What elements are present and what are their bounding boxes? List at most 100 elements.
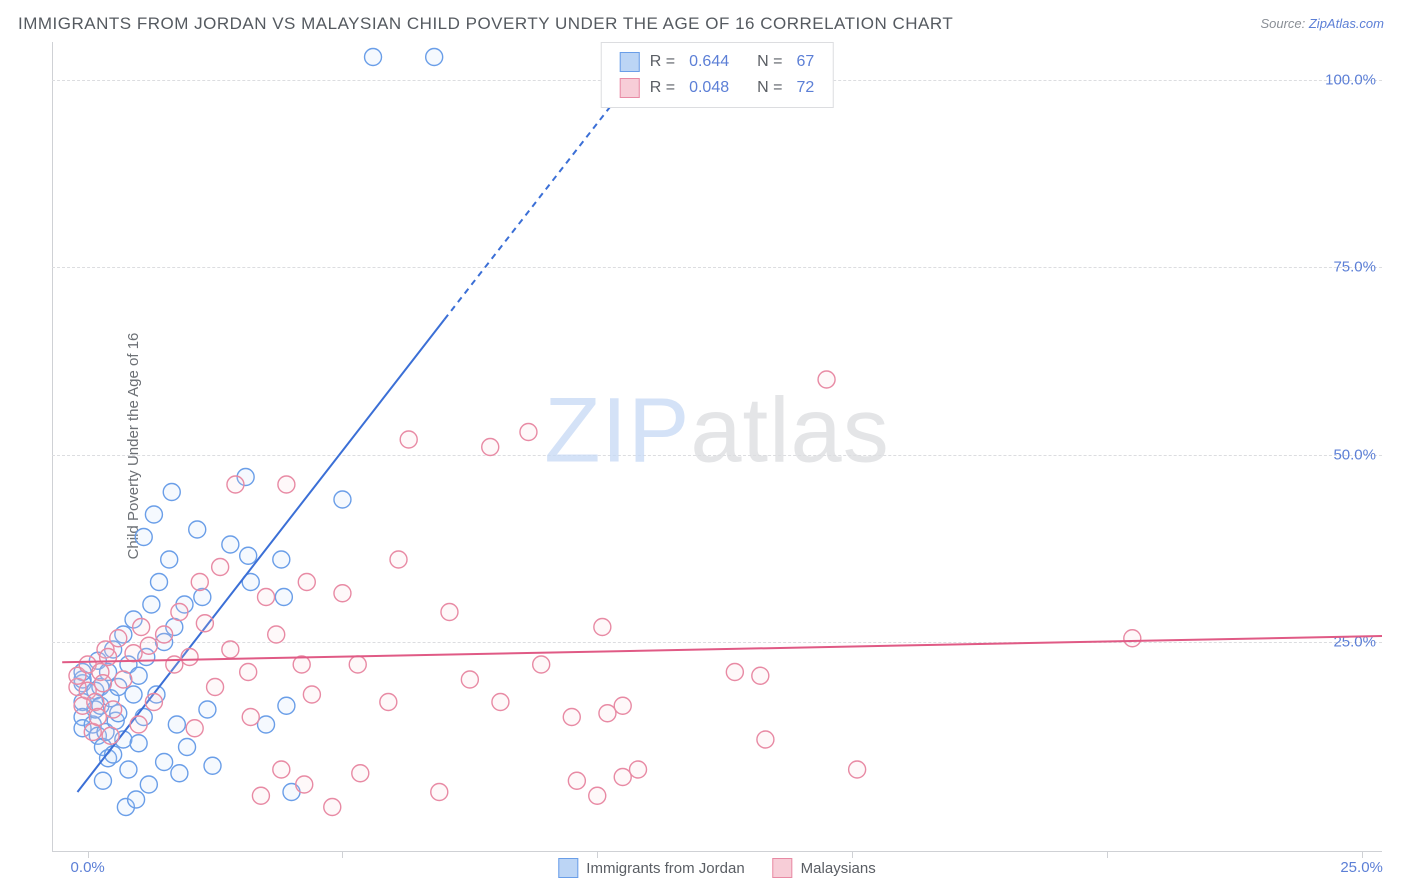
legend-n-value: 67 [796,53,814,71]
data-point-malaysians [258,589,275,606]
x-tick-label: 0.0% [71,859,105,876]
data-point-malaysians [349,656,366,673]
source-attribution: Source: ZipAtlas.com [1260,16,1384,31]
data-point-malaysians [757,731,774,748]
data-point-malaysians [105,701,122,718]
x-tick-mark [88,852,89,858]
data-point-malaysians [614,697,631,714]
legend-row: R = 0.048 N = 72 [620,75,815,101]
legend-n-label: N = [757,79,782,97]
legend-item: Immigrants from Jordan [558,858,744,878]
x-tick-mark [1362,852,1363,858]
data-point-jordan [240,547,257,564]
data-point-malaysians [207,679,224,696]
data-point-jordan [179,739,196,756]
data-point-jordan [258,716,275,733]
data-point-malaysians [115,671,132,688]
data-point-jordan [135,529,152,546]
data-point-jordan [199,701,216,718]
correlation-legend: R = 0.644 N = 67 R = 0.048 N = 72 [601,42,834,108]
data-point-malaysians [156,626,173,643]
data-point-jordan [94,772,111,789]
legend-r-label: R = [650,79,675,97]
data-point-malaysians [594,619,611,636]
data-point-malaysians [242,709,259,726]
data-point-malaysians [533,656,550,673]
chart-plot-area: 25.0%50.0%75.0%100.0% 0.0%25.0% ZIPatlas… [52,42,1382,852]
data-point-jordan [168,716,185,733]
data-point-malaysians [181,649,198,666]
data-point-malaysians [296,776,313,793]
data-point-malaysians [482,439,499,456]
data-point-jordan [125,686,142,703]
data-point-jordan [140,776,157,793]
data-point-malaysians [431,784,448,801]
legend-label: Immigrants from Jordan [586,860,744,877]
data-point-malaysians [102,727,119,744]
data-point-malaysians [461,671,478,688]
legend-swatch [620,52,640,72]
data-point-jordan [163,484,180,501]
data-point-malaysians [110,630,127,647]
x-tick-label: 25.0% [1340,859,1383,876]
source-label: Source: [1260,16,1308,31]
data-point-jordan [151,574,168,591]
data-point-malaysians [298,574,315,591]
data-point-malaysians [520,424,537,441]
data-point-malaysians [849,761,866,778]
x-tick-mark [1107,852,1108,858]
data-point-malaysians [196,615,213,632]
data-point-jordan [334,491,351,508]
data-point-malaysians [400,431,417,448]
series-legend: Immigrants from Jordan Malaysians [558,858,875,878]
data-point-malaysians [599,705,616,722]
data-point-malaysians [726,664,743,681]
data-point-malaysians [186,720,203,737]
legend-n-label: N = [757,53,782,71]
data-point-malaysians [563,709,580,726]
legend-r-label: R = [650,53,675,71]
data-point-malaysians [140,637,157,654]
legend-swatch [620,78,640,98]
data-point-malaysians [334,585,351,602]
data-point-malaysians [133,619,150,636]
legend-r-value: 0.644 [689,53,729,71]
data-point-malaysians [87,694,104,711]
data-point-jordan [145,506,162,523]
data-point-malaysians [89,709,106,726]
legend-swatch [558,858,578,878]
data-point-malaysians [568,772,585,789]
data-point-malaysians [191,574,208,591]
legend-item: Malaysians [773,858,876,878]
data-point-jordan [171,765,188,782]
data-point-malaysians [227,476,244,493]
data-point-jordan [143,596,160,613]
data-point-malaysians [324,799,341,816]
data-point-malaysians [752,667,769,684]
data-point-malaysians [171,604,188,621]
data-point-jordan [194,589,211,606]
legend-n-value: 72 [796,79,814,97]
data-point-malaysians [614,769,631,786]
data-point-malaysians [589,787,606,804]
data-point-jordan [273,551,290,568]
source-value: ZipAtlas.com [1309,16,1384,31]
data-point-jordan [278,697,295,714]
data-point-jordan [156,754,173,771]
data-point-malaysians [94,675,111,692]
data-point-malaysians [630,761,647,778]
chart-svg [52,42,1382,852]
data-point-malaysians [273,761,290,778]
data-point-jordan [128,791,145,808]
data-point-jordan [204,757,221,774]
data-point-malaysians [441,604,458,621]
x-tick-mark [342,852,343,858]
data-point-malaysians [278,476,295,493]
data-point-malaysians [130,716,147,733]
data-point-malaysians [212,559,229,576]
legend-r-value: 0.048 [689,79,729,97]
data-point-jordan [189,521,206,538]
data-point-jordan [130,735,147,752]
data-point-malaysians [252,787,269,804]
data-point-malaysians [492,694,509,711]
